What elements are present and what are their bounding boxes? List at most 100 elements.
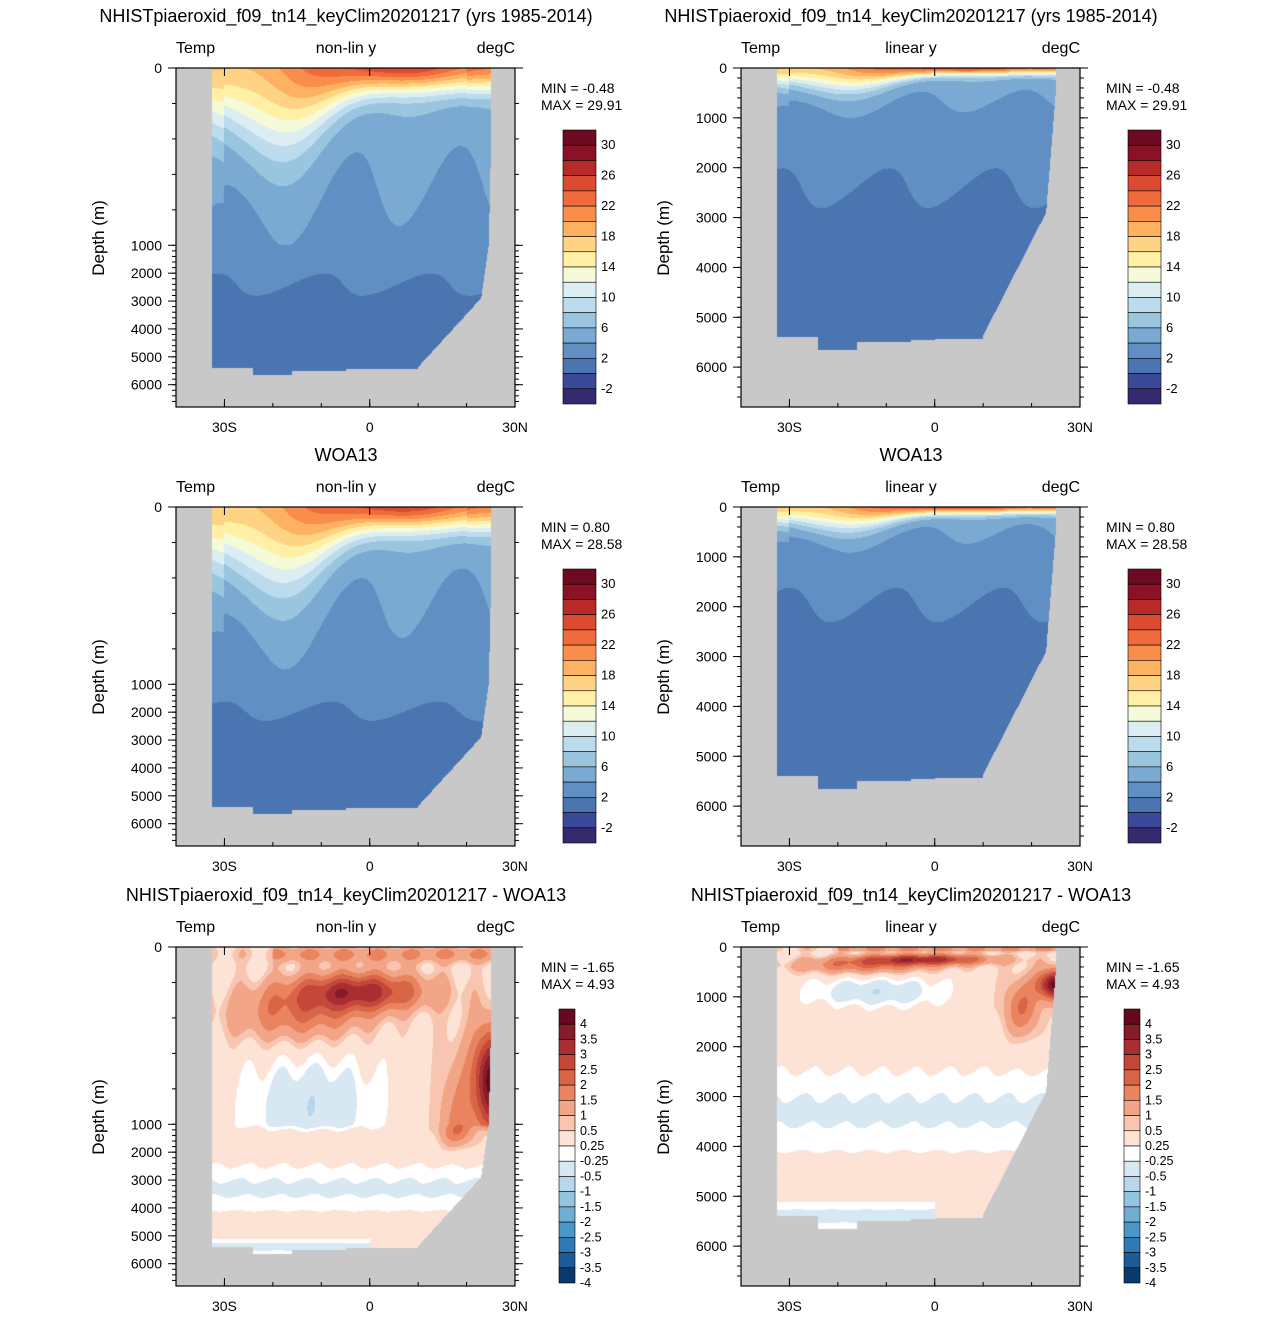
variable-label: Temp [176, 919, 215, 936]
colorbar-label: -0.5 [580, 1169, 602, 1183]
colorbar-label: -3.5 [580, 1261, 602, 1275]
axis-scale-label: linear y [885, 40, 937, 57]
colorbar-box [558, 1237, 576, 1253]
colorbar-box [1127, 644, 1162, 661]
y-tick-label: 5000 [696, 748, 727, 764]
colorbar-box [562, 221, 597, 237]
colorbar-label: 10 [1166, 728, 1180, 743]
colorbar-box [562, 812, 597, 829]
y-tick-label: 2000 [131, 704, 162, 720]
y-axis-label: Depth (m) [89, 200, 108, 276]
colorbar-box [1123, 1206, 1141, 1223]
y-tick-label: 0 [154, 499, 162, 515]
axis-scale-label: non-lin y [316, 40, 376, 57]
colorbar-box [1127, 629, 1162, 646]
y-tick-label: 6000 [696, 798, 727, 814]
colorbar-box [562, 190, 597, 207]
colorbar-box [558, 1267, 576, 1284]
colorbar-box [562, 736, 597, 752]
colorbar-box [1127, 236, 1162, 253]
colorbar-box [562, 327, 597, 344]
y-tick-label: 4000 [131, 321, 162, 337]
y-tick-label: 3000 [131, 1172, 162, 1188]
y-tick-label: 3000 [696, 210, 727, 226]
colorbar-box [558, 1130, 576, 1147]
min-label: MIN = 0.80 [1106, 519, 1175, 535]
y-tick-label: 0 [719, 499, 727, 515]
colorbar-label: 0.25 [1145, 1139, 1169, 1153]
colorbar-box [1127, 312, 1162, 329]
colorbar-box [1123, 1084, 1141, 1101]
colorbar-label: 2 [601, 350, 608, 365]
colorbar-label: -0.5 [1145, 1169, 1167, 1183]
colorbar-label: 3 [1145, 1048, 1152, 1062]
colorbar-box [1127, 190, 1162, 207]
colorbar-label: 22 [1166, 637, 1180, 652]
colorbar-box [562, 797, 597, 813]
colorbar-box [562, 751, 597, 768]
colorbar-box [562, 388, 597, 405]
colorbar-label: 30 [1166, 137, 1180, 152]
axis-scale-label: non-lin y [316, 919, 376, 936]
colorbar-label: 3.5 [580, 1032, 597, 1046]
colorbar-box [1123, 1054, 1141, 1071]
y-tick-label: 6000 [696, 359, 727, 375]
colorbar-box [1127, 221, 1162, 237]
colorbar-box [1127, 797, 1162, 813]
colorbar-box [562, 373, 597, 390]
y-axis-label: Depth (m) [654, 639, 673, 715]
colorbar-box [558, 1100, 576, 1116]
field-image [176, 947, 515, 1286]
colorbar-box [562, 781, 597, 798]
colorbar-label: 1.5 [1145, 1093, 1162, 1107]
colorbar-label: 4 [1145, 1017, 1152, 1031]
colorbar-box [1123, 1145, 1141, 1162]
colorbar-box [558, 1191, 576, 1208]
colorbar-box [562, 251, 597, 268]
y-axis-label: Depth (m) [654, 1079, 673, 1155]
colorbar-label: 30 [1166, 576, 1180, 591]
colorbar-label: 1.5 [580, 1093, 597, 1107]
colorbar-box [1127, 266, 1162, 283]
colorbar-box [1127, 205, 1162, 222]
colorbar-label: 6 [1166, 759, 1173, 774]
colorbar-box [562, 281, 597, 298]
colorbar-box [558, 1160, 576, 1177]
y-tick-label: 2000 [131, 1144, 162, 1160]
colorbar-label: 2.5 [580, 1063, 597, 1077]
max-label: MAX = 29.91 [1106, 97, 1188, 113]
colorbar-box [558, 1069, 576, 1086]
y-tick-label: 0 [154, 939, 162, 955]
y-tick-label: 3000 [131, 732, 162, 748]
y-tick-label: 6000 [696, 1238, 727, 1254]
x-tick-label: 30S [777, 858, 802, 874]
units-label: degC [1042, 479, 1080, 496]
colorbar-label: -2 [1166, 820, 1178, 835]
x-tick-label: 30N [1067, 858, 1093, 874]
max-label: MAX = 29.91 [541, 97, 623, 113]
axis-scale-label: non-lin y [316, 479, 376, 496]
y-tick-label: 1000 [131, 237, 162, 253]
colorbar-box [562, 766, 597, 783]
colorbar-box [562, 342, 597, 359]
y-tick-label: 4000 [131, 1200, 162, 1216]
x-tick-label: 30N [1067, 1298, 1093, 1314]
y-tick-label: 4000 [131, 760, 162, 776]
y-tick-label: 3000 [131, 293, 162, 309]
colorbar-label: -3.5 [1145, 1261, 1167, 1275]
colorbar-box [1123, 1039, 1141, 1055]
plot-frame [175, 67, 516, 408]
colorbar-label: 18 [1166, 229, 1180, 244]
colorbar-label: 6 [601, 320, 608, 335]
colorbar-label: -4 [580, 1276, 591, 1290]
y-tick-label: 3000 [696, 1089, 727, 1105]
colorbar-label: -0.25 [1145, 1154, 1174, 1168]
y-tick-label: 5000 [131, 1228, 162, 1244]
variable-label: Temp [741, 40, 780, 57]
colorbar-box [562, 129, 597, 146]
colorbar-box [562, 660, 597, 676]
colorbar-label: 14 [1166, 259, 1180, 274]
colorbar-box [1123, 1252, 1141, 1269]
colorbar-box [1127, 281, 1162, 298]
y-tick-label: 5000 [696, 309, 727, 325]
